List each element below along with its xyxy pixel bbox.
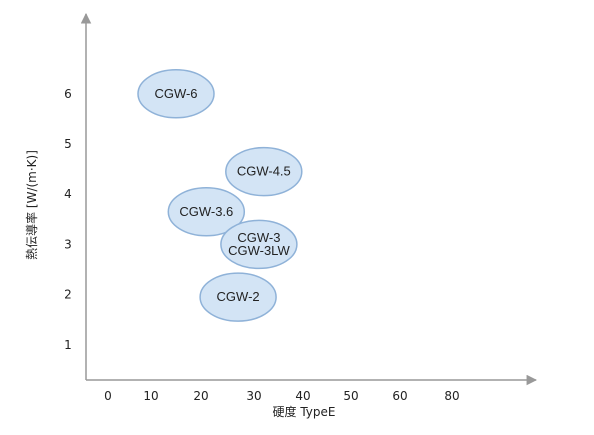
data-bubble	[137, 69, 215, 119]
y-tick-label: 3	[64, 237, 72, 251]
data-label: CGW-6	[154, 86, 197, 101]
data-label: CGW-3.6	[179, 204, 233, 219]
x-tick-label: 10	[143, 389, 158, 403]
data-label: CGW-2	[217, 289, 260, 304]
y-tick-labels: 1 2 3 4 5 6	[64, 87, 72, 352]
x-tick-label: 30	[246, 389, 261, 403]
data-bubble	[167, 187, 246, 237]
x-tick-label: 80	[444, 389, 459, 403]
data-label: CGW-4.5	[237, 164, 291, 179]
data-point: CGW-4.5	[225, 146, 303, 197]
data-point: CGW-2	[199, 272, 277, 322]
x-tick-label: 40	[295, 389, 310, 403]
x-tick-label: 0	[104, 389, 112, 403]
data-label: CGW-3	[237, 230, 280, 245]
y-axis-title: 熱伝導率 [W/(m·K)]	[24, 150, 39, 260]
y-tick-label: 2	[64, 288, 72, 302]
data-bubble	[225, 146, 303, 197]
x-tick-label: 20	[193, 389, 208, 403]
data-bubble	[220, 219, 298, 270]
x-axis-title: 硬度 TypeE	[273, 404, 336, 419]
data-point: CGW-6	[137, 69, 215, 119]
x-tick-label: 50	[343, 389, 358, 403]
y-tick-label: 1	[64, 338, 72, 352]
data-bubble	[199, 272, 277, 322]
data-point: CGW-3.6	[167, 187, 246, 237]
y-tick-label: 6	[64, 87, 72, 101]
x-tick-labels: 0 10 20 30 40 50 60 80	[104, 389, 459, 403]
data-label: CGW-3LW	[228, 243, 290, 258]
y-tick-label: 5	[64, 137, 72, 151]
x-tick-label: 60	[392, 389, 407, 403]
y-tick-label: 4	[64, 187, 72, 201]
